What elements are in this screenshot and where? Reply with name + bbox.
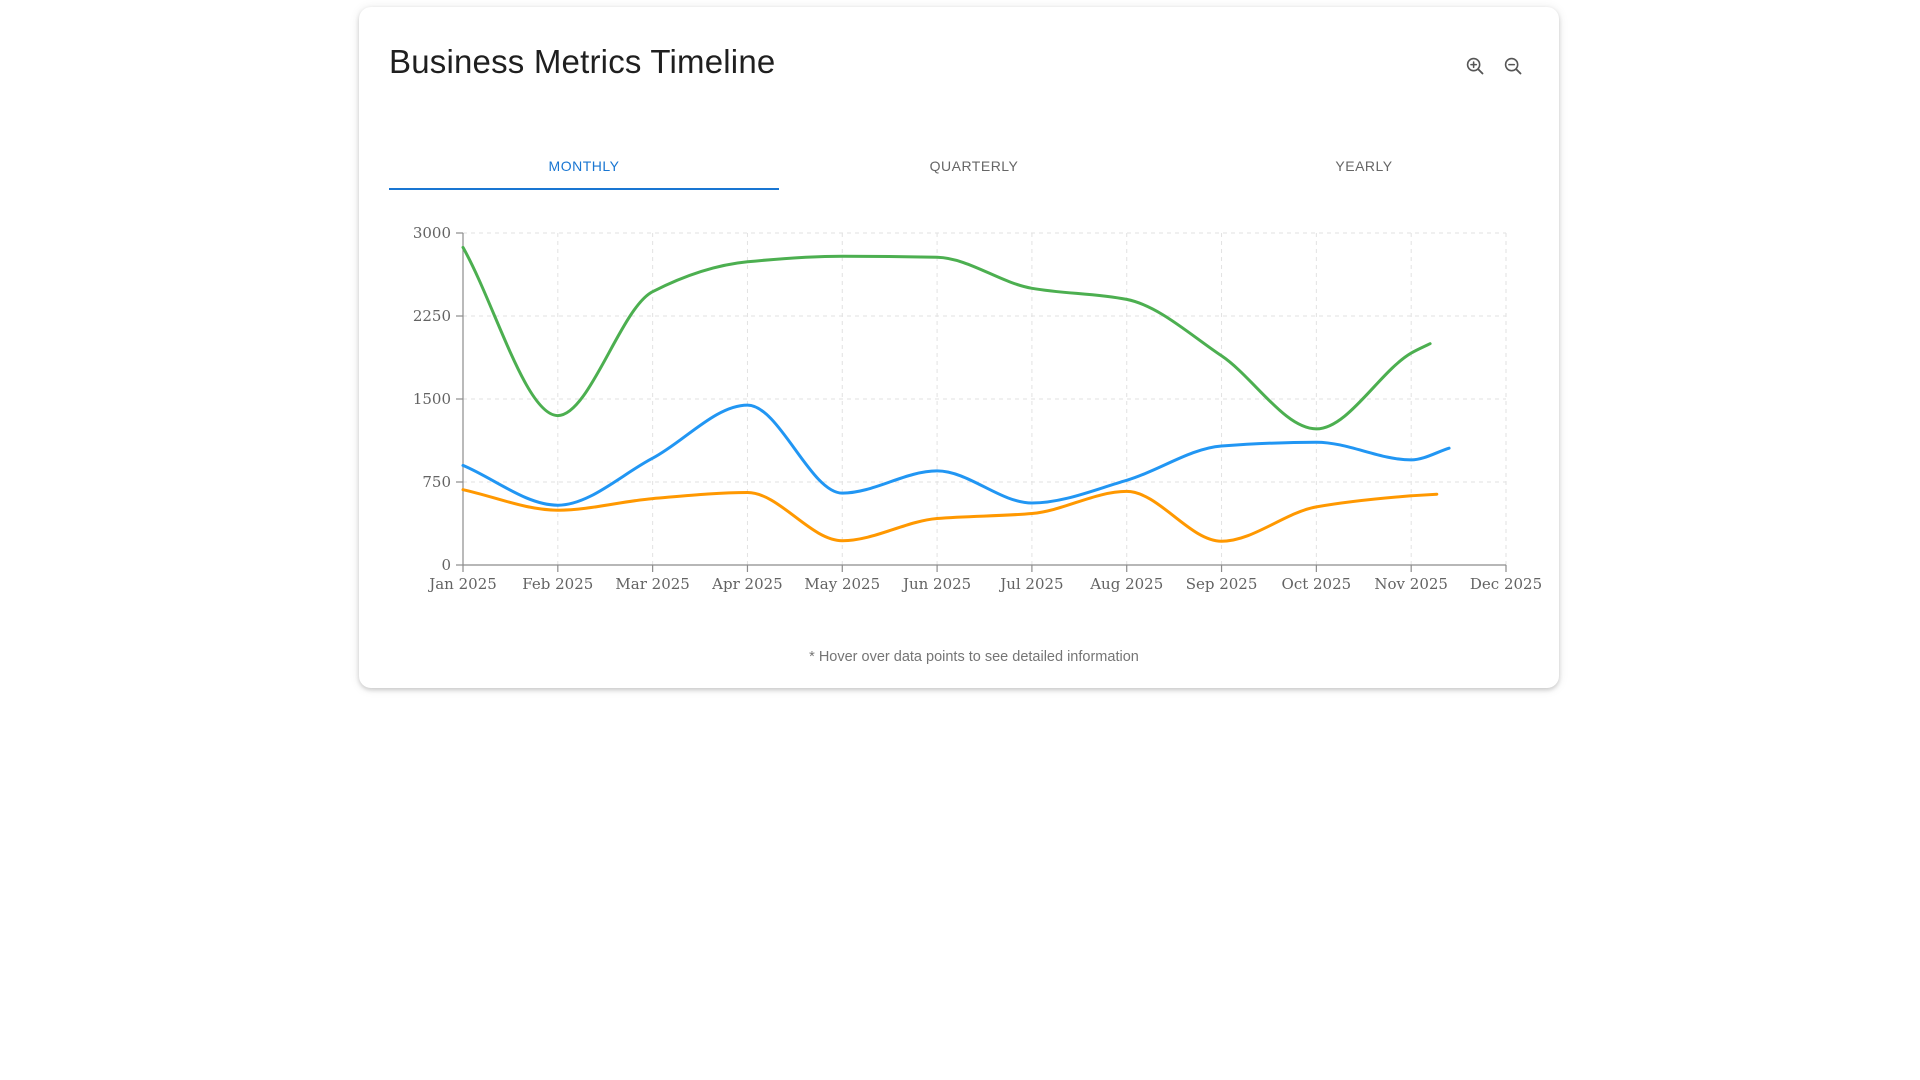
- tab-bar: MONTHLY QUARTERLY YEARLY: [389, 142, 1559, 190]
- series-line-blue[interactable]: [461, 403, 1451, 507]
- chart-footnote: * Hover over data points to see detailed…: [809, 649, 1139, 665]
- page-title: Business Metrics Timeline: [389, 43, 776, 80]
- y-tick-label: 750: [422, 473, 451, 491]
- x-tick-label: Aug 2025: [1089, 575, 1163, 593]
- zoom-in-button[interactable]: [1461, 52, 1489, 80]
- zoom-in-icon: [1466, 57, 1484, 75]
- x-tick-label: Jun 2025: [901, 575, 971, 593]
- y-tick-label: 1500: [413, 390, 451, 408]
- tab-monthly[interactable]: MONTHLY: [548, 158, 620, 174]
- x-tick-label: Sep 2025: [1186, 575, 1258, 593]
- zoom-out-icon: [1504, 57, 1522, 75]
- x-tick-label: Oct 2025: [1282, 575, 1352, 593]
- x-tick-label: May 2025: [804, 575, 880, 593]
- x-tick-label: Nov 2025: [1374, 575, 1448, 593]
- zoom-out-button[interactable]: [1499, 52, 1527, 80]
- x-tick-label: Jul 2025: [998, 575, 1063, 593]
- x-tick-label: Feb 2025: [522, 575, 593, 593]
- y-tick-label: 0: [441, 556, 451, 574]
- timeline-line-chart[interactable]: 0 750 1500 2250 3000 Jan 2025 Feb 2025 Mar 2025…: [389, 215, 1559, 610]
- y-tick-label: 3000: [413, 224, 451, 242]
- x-tick-label: Apr 2025: [711, 575, 783, 593]
- x-tick-label: Mar 2025: [615, 575, 689, 593]
- series-line-green[interactable]: [461, 245, 1432, 431]
- series-line-orange[interactable]: [461, 488, 1439, 543]
- y-tick-label: 2250: [413, 307, 451, 325]
- x-tick-label: Jan 2025: [427, 575, 497, 593]
- active-tab-indicator: [389, 188, 779, 190]
- metrics-card: Business Metrics Timeline MONTHLY QUARTE…: [359, 7, 1559, 688]
- zoom-toolbar: [1461, 52, 1527, 80]
- tab-quarterly[interactable]: QUARTERLY: [929, 158, 1019, 174]
- tab-yearly[interactable]: YEARLY: [1335, 158, 1393, 174]
- x-tick-label: Dec 2025: [1470, 575, 1542, 593]
